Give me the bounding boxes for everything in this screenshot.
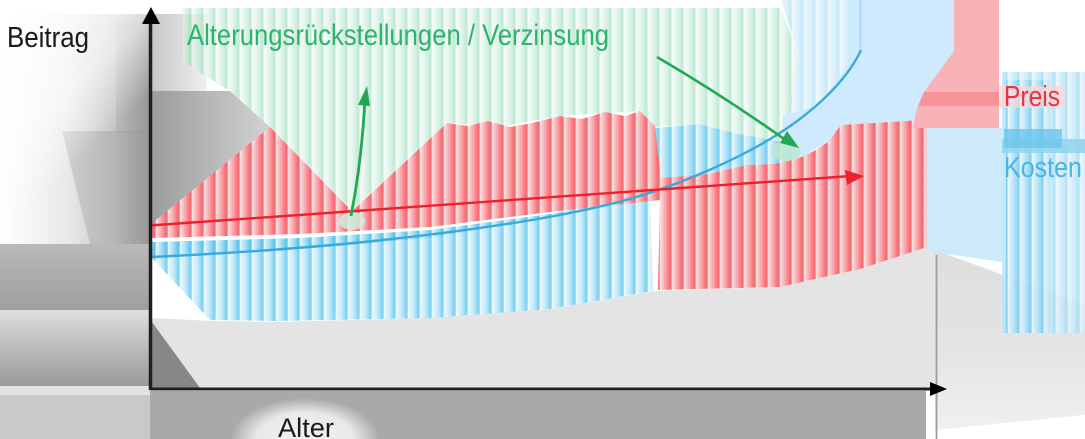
svg-text:Alter: Alter bbox=[278, 413, 334, 439]
svg-text:Alterungsrückstellungen / Verz: Alterungsrückstellungen / Verzinsung bbox=[187, 19, 609, 52]
svg-text:Beitrag: Beitrag bbox=[7, 22, 89, 54]
svg-text:Preis: Preis bbox=[1004, 81, 1060, 113]
svg-text:Kosten: Kosten bbox=[1004, 152, 1082, 184]
